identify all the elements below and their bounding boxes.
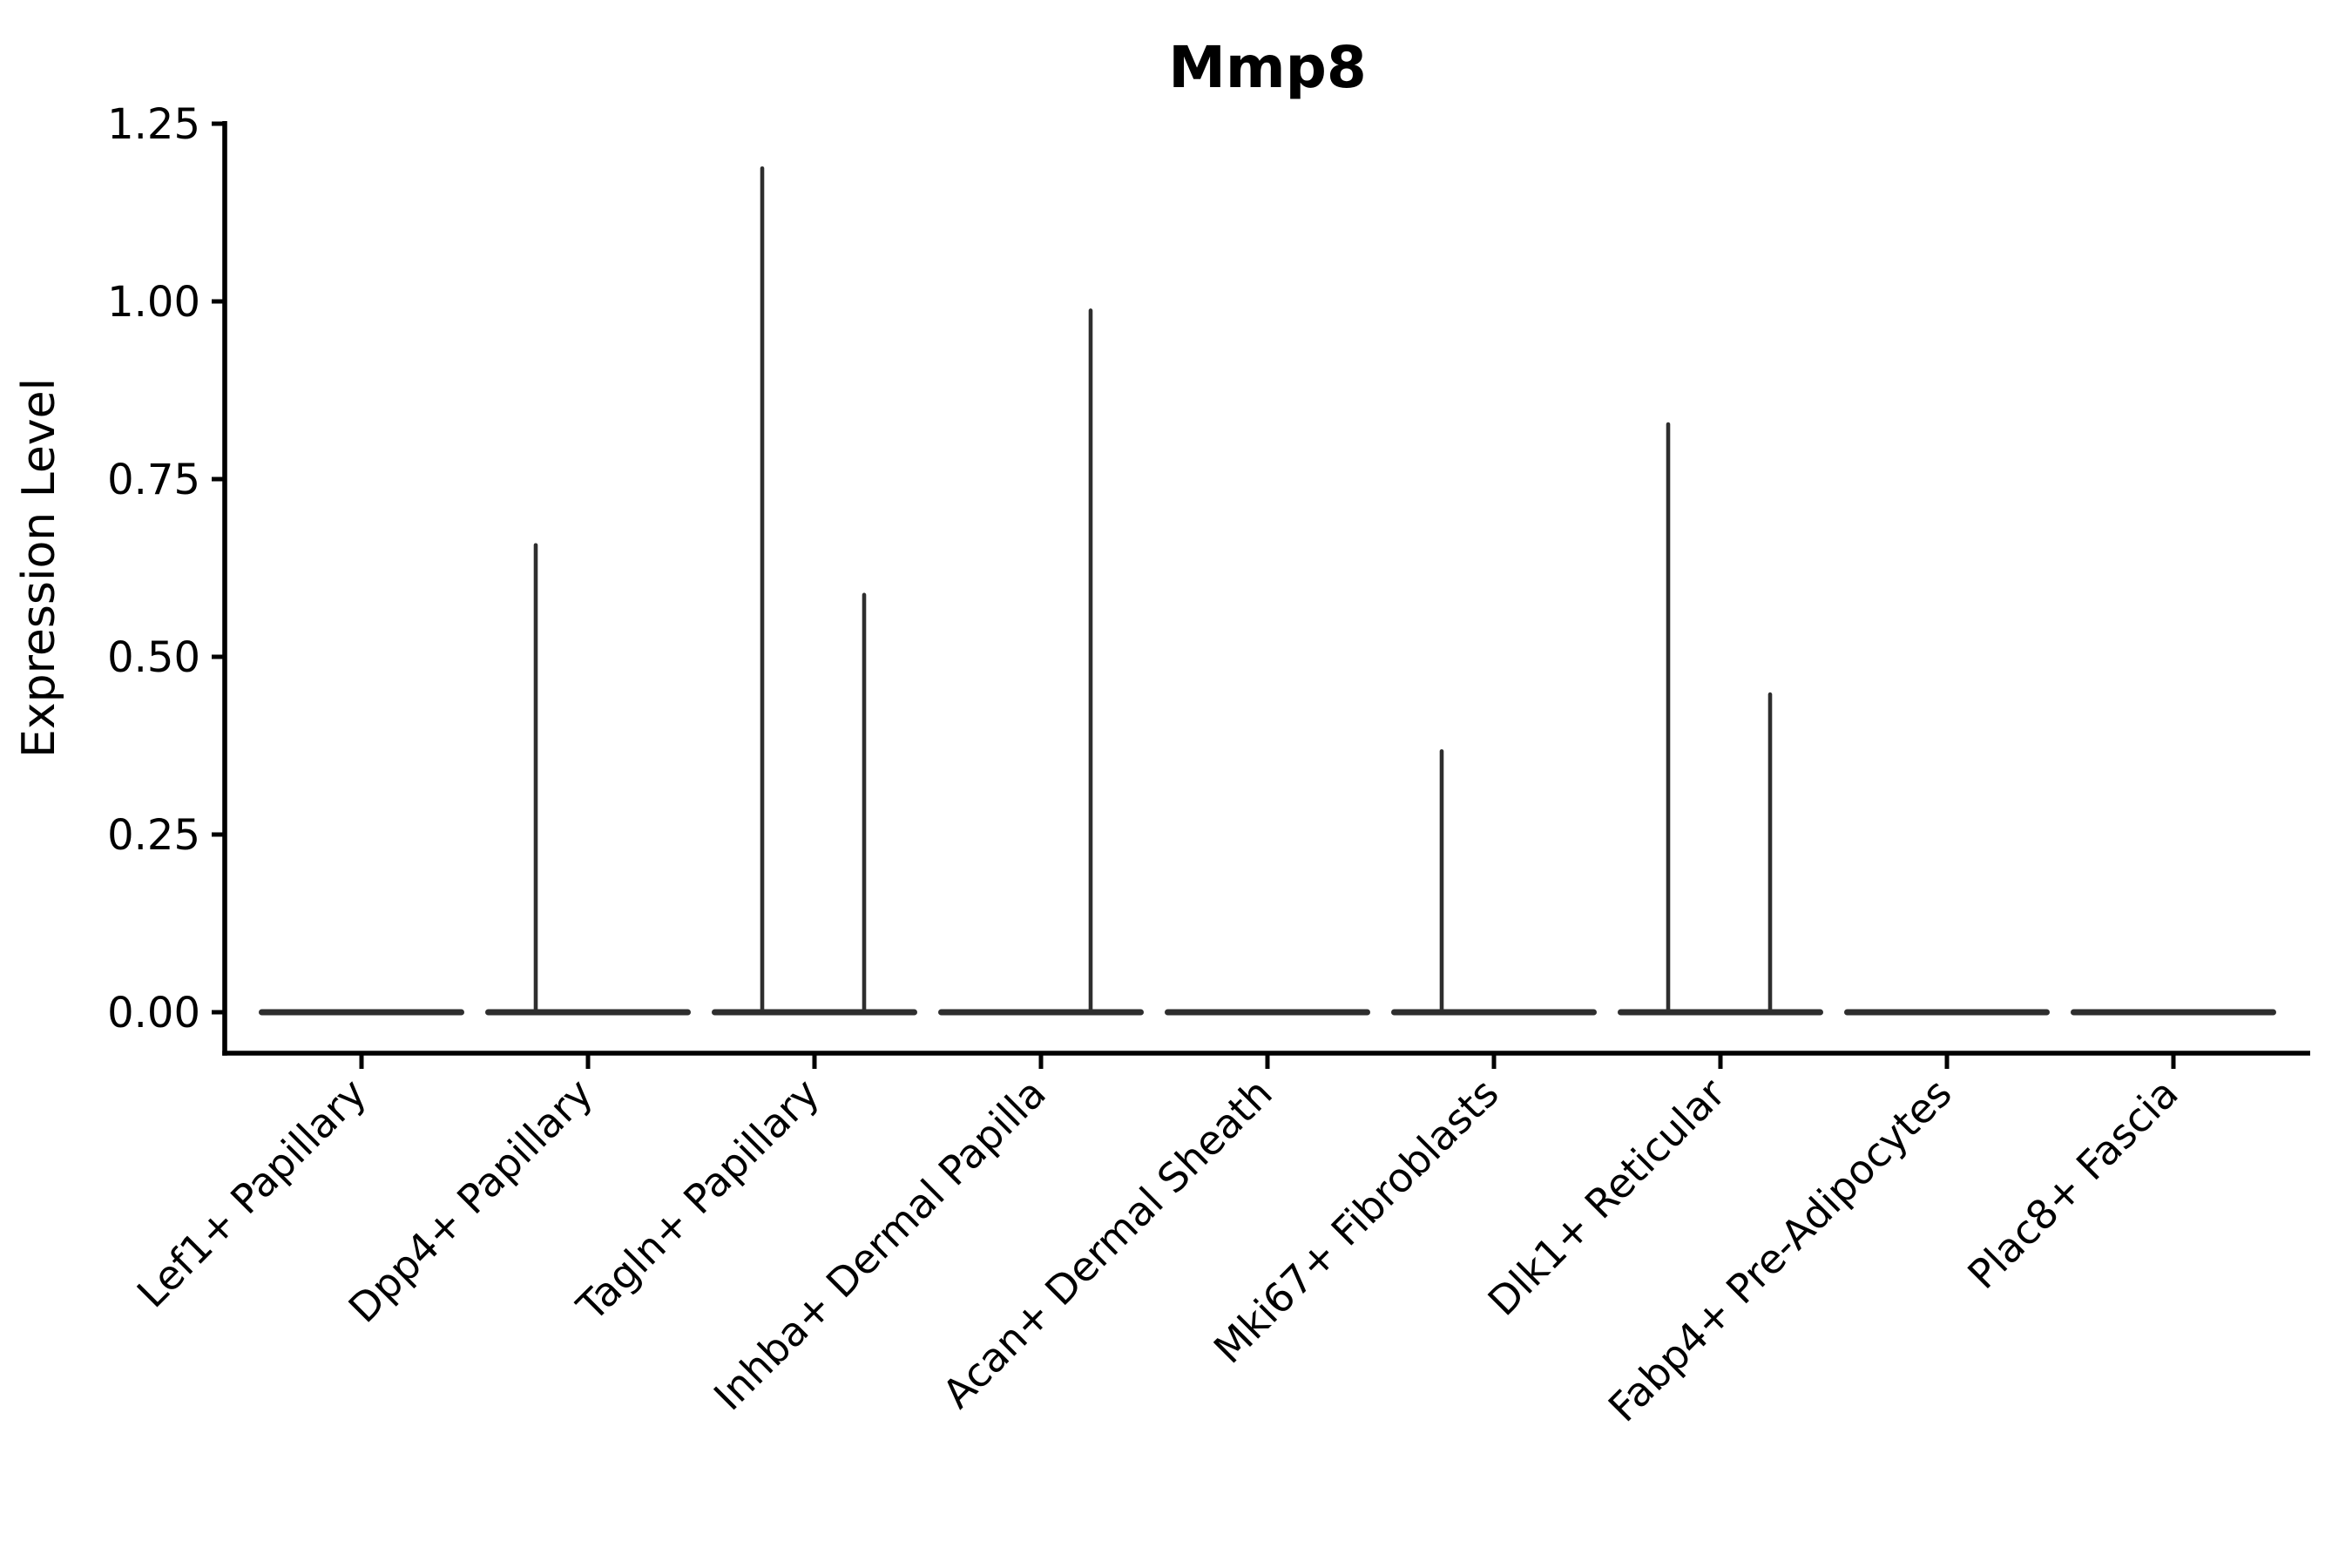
y-tick-label: 1.25 [107,100,200,149]
y-tick-label: 0.00 [107,989,200,1037]
y-axis-label: Expression Level [13,378,65,758]
x-axis-category-label: Plac8+ Fascia [1958,1070,2186,1298]
violin-base [1618,1009,1823,1016]
violin-base [485,1009,691,1016]
x-axis-category-label: Dpp4+ Papillary [340,1070,602,1332]
y-tick-label: 0.50 [107,633,200,682]
y-tick-label: 0.75 [107,456,200,504]
violin-base [259,1009,464,1016]
violin-base [1844,1009,2050,1016]
violin-base [712,1009,917,1016]
violin-base [1165,1009,1370,1016]
violin-base [1391,1009,1597,1016]
chart-title: Mmp8 [1168,34,1367,101]
y-tick-label: 0.25 [107,811,200,860]
x-axis-category-label: Dlk1+ Reticular [1479,1070,1734,1325]
x-axis-category-label: Tagln+ Papillary [567,1070,828,1331]
x-axis-category-label: Lef1+ Papillary [128,1070,375,1317]
violin-base [2071,1009,2276,1016]
y-tick-label: 1.00 [107,278,200,327]
violin-base [938,1009,1144,1016]
